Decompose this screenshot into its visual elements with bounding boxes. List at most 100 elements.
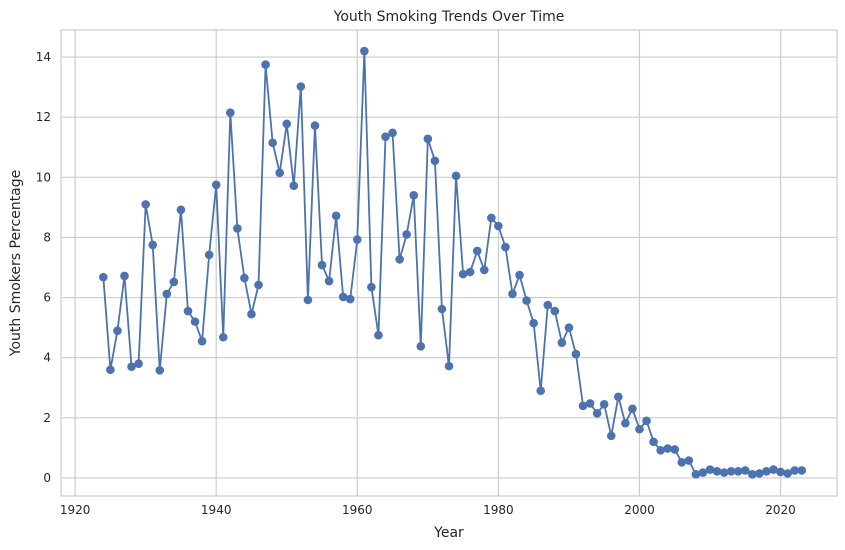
y-tick-label: 12 [36, 110, 51, 124]
data-point [211, 180, 221, 190]
data-point [247, 309, 256, 319]
data-point [162, 289, 172, 299]
chart-title: Youth Smoking Trends Over Time [333, 9, 565, 25]
data-point [649, 437, 658, 447]
data-point [515, 270, 524, 280]
data-point [691, 470, 701, 479]
y-tick-label: 6 [43, 291, 51, 305]
plot-frame [60, 29, 838, 497]
data-point [444, 361, 454, 371]
data-point [148, 240, 158, 250]
data-point [120, 271, 129, 281]
data-point [218, 332, 228, 342]
data-point [465, 267, 475, 277]
data-point [226, 108, 235, 117]
data-point [578, 401, 588, 411]
y-tick-label: 10 [36, 170, 51, 184]
data-point [564, 323, 574, 332]
data-point [374, 330, 383, 340]
data-point [571, 349, 581, 359]
data-point [585, 399, 595, 408]
data-point [677, 458, 687, 467]
data-point [522, 296, 531, 305]
data-point [458, 269, 468, 279]
data-point [113, 326, 122, 335]
y-tick-label: 2 [43, 411, 51, 425]
data-point [345, 294, 355, 304]
data-point [176, 205, 186, 215]
data-point [430, 156, 440, 166]
data-point [698, 468, 708, 477]
data-point [437, 304, 447, 314]
data-point [790, 466, 799, 475]
data-point [99, 272, 108, 282]
data-point [310, 121, 320, 130]
x-tick-label: 1920 [60, 503, 91, 517]
data-point [317, 260, 327, 270]
data-point [628, 404, 637, 414]
data-point [635, 424, 644, 434]
data-point [303, 295, 313, 305]
data-point [684, 456, 694, 465]
data-point [726, 467, 736, 476]
data-point [733, 467, 743, 476]
data-point [233, 224, 242, 233]
y-axis-ticks: 0 2 4 6 8 10 12 14 [36, 50, 51, 485]
data-point [127, 362, 136, 372]
data-point [621, 418, 630, 428]
y-tick-label: 4 [43, 351, 51, 365]
data-point [416, 341, 426, 351]
data-point [338, 292, 348, 302]
data-point [169, 277, 179, 287]
data-point [614, 392, 623, 402]
data-point [592, 409, 602, 418]
data-point [261, 60, 270, 69]
data-point [719, 468, 729, 477]
data-point [712, 467, 722, 476]
data-point [134, 359, 143, 369]
data-point [381, 132, 390, 142]
data-point [487, 213, 496, 223]
data-points [99, 46, 807, 479]
data-point [705, 465, 715, 474]
data-point [423, 134, 433, 144]
data-point [106, 365, 115, 375]
data-point [740, 466, 750, 475]
data-point [536, 386, 546, 396]
grid [61, 30, 837, 496]
data-point [409, 191, 419, 200]
data-point [783, 469, 792, 478]
data-point [395, 255, 404, 264]
data-point [776, 467, 785, 477]
data-point [599, 400, 609, 409]
x-axis-label: Year [433, 525, 464, 541]
data-point [331, 211, 341, 221]
data-point [204, 250, 214, 260]
data-point [494, 221, 503, 231]
data-point [289, 181, 299, 191]
data-point [606, 431, 616, 441]
data-point [762, 467, 771, 476]
data-point [352, 235, 362, 244]
data-point [296, 82, 306, 91]
data-point [769, 465, 778, 474]
data-point [501, 242, 510, 252]
data-point [190, 317, 200, 326]
data-point [755, 469, 764, 478]
y-axis-label: Youth Smokers Percentage [8, 170, 24, 358]
series-line [102, 51, 802, 476]
data-point [197, 336, 207, 346]
x-axis-ticks: 1920 1940 1960 1980 2000 2020 [60, 503, 796, 517]
data-point [183, 306, 193, 316]
data-point [254, 280, 263, 290]
x-tick-label: 2020 [765, 503, 796, 517]
data-point [275, 168, 284, 178]
data-point [557, 338, 567, 347]
data-point [670, 445, 680, 454]
data-point [155, 366, 165, 375]
data-point [508, 289, 517, 299]
data-point [360, 46, 369, 56]
data-point [402, 230, 411, 239]
